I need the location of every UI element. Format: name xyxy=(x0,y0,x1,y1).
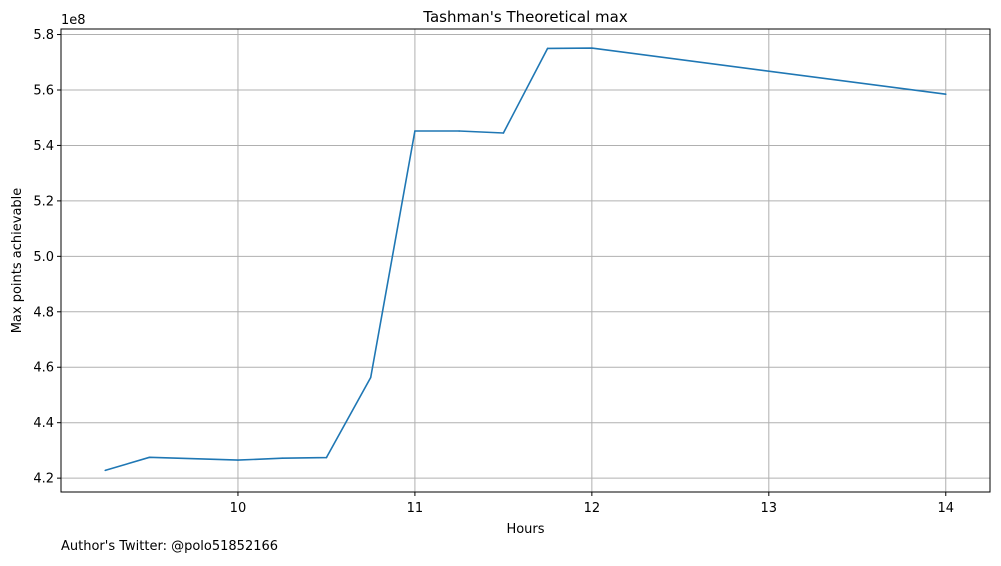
y-axis-offset-label: 1e8 xyxy=(61,13,86,28)
y-axis-label: Max points achievable xyxy=(10,188,25,334)
data-point xyxy=(369,376,372,379)
data-point xyxy=(104,469,107,472)
y-tick-label: 4.2 xyxy=(33,472,54,487)
series-layer xyxy=(104,47,947,472)
grid xyxy=(61,29,990,492)
author-footnote: Author's Twitter: @polo51852166 xyxy=(61,539,278,554)
x-tick-label: 14 xyxy=(937,501,954,516)
y-tick-label: 5.8 xyxy=(33,28,54,43)
x-axis-label: Hours xyxy=(506,522,544,537)
data-point xyxy=(546,47,549,50)
plot-frame xyxy=(60,28,991,493)
y-tick-label: 5.6 xyxy=(33,83,54,98)
x-tick-label: 13 xyxy=(761,501,778,516)
y-tick-label: 5.2 xyxy=(33,194,54,209)
data-point xyxy=(414,130,416,132)
y-tick-label: 4.4 xyxy=(33,416,54,431)
x-tick-label: 12 xyxy=(584,501,601,516)
data-point xyxy=(237,459,239,461)
data-point xyxy=(458,130,460,132)
y-tick-label: 5.0 xyxy=(33,250,54,265)
data-point xyxy=(148,456,151,459)
data-point xyxy=(281,457,283,459)
x-tick-label: 10 xyxy=(230,501,247,516)
y-tick-label: 5.4 xyxy=(33,139,54,154)
x-axis: 10 11 12 13 14 xyxy=(230,492,954,516)
y-tick-label: 4.8 xyxy=(33,305,54,320)
data-point xyxy=(591,47,593,49)
y-axis: 4.2 4.4 4.6 4.8 5.0 5.2 5.4 5.6 5.8 xyxy=(33,28,61,487)
data-point xyxy=(502,132,505,134)
data-point xyxy=(325,456,328,459)
data-point xyxy=(944,93,947,95)
y-tick-label: 4.6 xyxy=(33,361,54,376)
chart-title: Tashman's Theoretical max xyxy=(422,8,628,26)
series-line xyxy=(104,47,946,472)
x-tick-label: 11 xyxy=(407,501,424,516)
